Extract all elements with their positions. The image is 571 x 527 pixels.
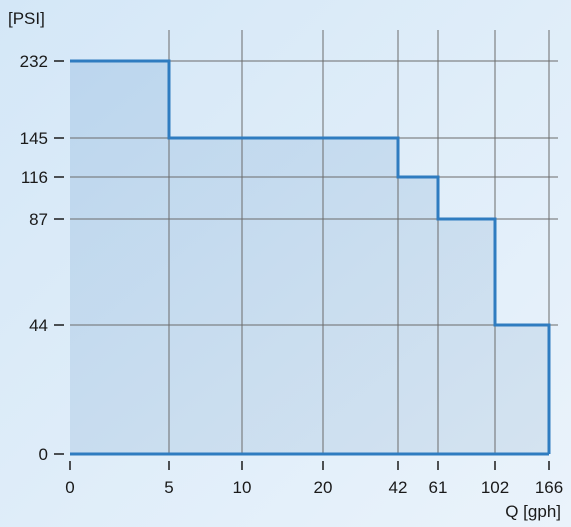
tick-layer: 0 44 87 116 145 232 0 5 10 20 42 61 102 166 xyxy=(20,52,564,497)
x-tick-label-61: 61 xyxy=(429,478,448,497)
x-tick-label-42: 42 xyxy=(389,478,408,497)
y-axis-label: [PSI] xyxy=(8,9,45,28)
y-tick-label-44: 44 xyxy=(29,316,48,335)
axis-layer xyxy=(54,60,550,470)
y-tick-label-87: 87 xyxy=(29,210,48,229)
x-tick-label-20: 20 xyxy=(314,478,333,497)
y-tick-label-145: 145 xyxy=(20,129,48,148)
y-tick-label-232: 232 xyxy=(20,52,48,71)
step-line xyxy=(70,59,551,454)
y-tick-label-116: 116 xyxy=(21,168,48,187)
x-axis-label: Q [gph] xyxy=(505,502,561,521)
x-tick-label-166: 166 xyxy=(535,478,563,497)
x-tick-label-5: 5 xyxy=(164,478,173,497)
x-tick-label-102: 102 xyxy=(481,478,509,497)
area-fill xyxy=(70,61,549,454)
step-line-layer xyxy=(70,59,551,456)
x-tick-label-0: 0 xyxy=(65,478,74,497)
area-layer xyxy=(70,61,549,454)
y-tick-label-0: 0 xyxy=(39,445,48,464)
x-tick-label-10: 10 xyxy=(233,478,252,497)
